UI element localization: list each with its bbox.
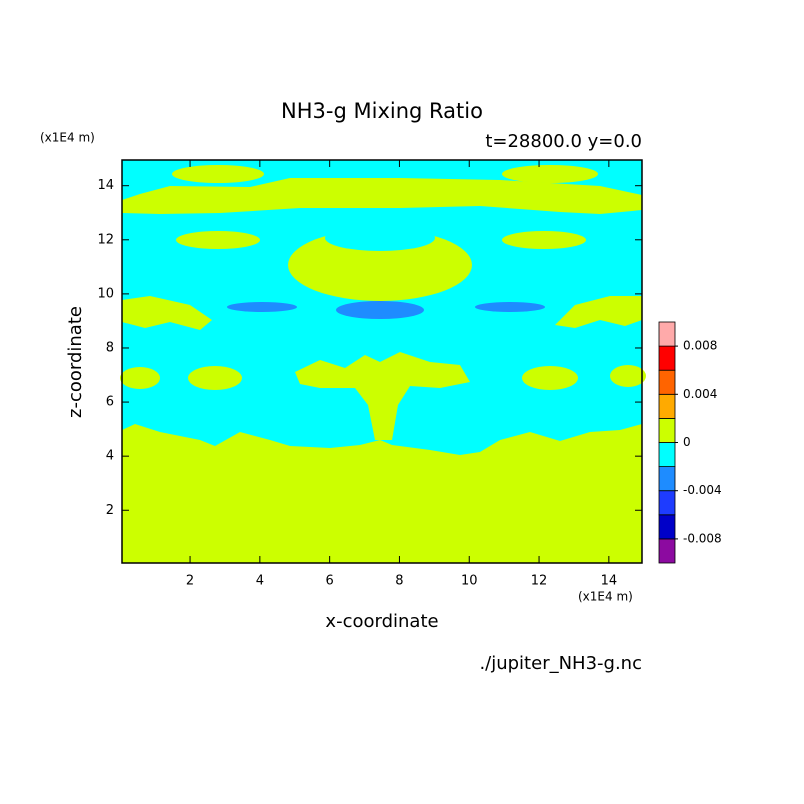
contour-region bbox=[120, 367, 160, 389]
contour-region bbox=[502, 165, 598, 183]
colorbar-box bbox=[658, 369, 676, 395]
colorbar-label: 0 bbox=[683, 435, 691, 449]
x-unit: (x1E4 m) bbox=[578, 590, 633, 604]
y-unit: (x1E4 m) bbox=[40, 131, 95, 145]
contour-region bbox=[122, 424, 642, 563]
contour-region bbox=[188, 366, 242, 390]
source-file: ./jupiter_NH3-g.nc bbox=[479, 653, 642, 674]
contour-region bbox=[610, 365, 646, 387]
chart-title: NH3-g Mixing Ratio bbox=[281, 99, 483, 123]
y-axis-label: z-coordinate bbox=[65, 306, 86, 418]
colorbar-box bbox=[658, 345, 676, 371]
colorbar-label: 0.008 bbox=[683, 339, 717, 353]
contour-region bbox=[227, 302, 297, 312]
y-tick-label: 10 bbox=[97, 286, 114, 301]
colorbar-box bbox=[658, 538, 676, 564]
colorbar-box bbox=[658, 466, 676, 492]
colorbar-box bbox=[658, 514, 676, 540]
x-tick-label: 12 bbox=[531, 574, 548, 589]
contour-region bbox=[475, 302, 545, 312]
x-tick-label: 8 bbox=[395, 574, 403, 589]
y-tick-label: 6 bbox=[106, 395, 114, 410]
contour-region bbox=[522, 366, 578, 390]
colorbar-box bbox=[658, 442, 676, 468]
contour-region bbox=[122, 178, 642, 214]
colorbar-box bbox=[658, 417, 676, 443]
contour-region bbox=[502, 231, 586, 249]
x-tick-label: 14 bbox=[601, 574, 618, 589]
contour-region bbox=[176, 231, 260, 249]
contour-region bbox=[555, 296, 642, 328]
contour-field bbox=[120, 160, 646, 563]
contour-region bbox=[295, 352, 470, 440]
x-tick-label: 10 bbox=[461, 574, 478, 589]
y-tick-label: 14 bbox=[97, 178, 114, 193]
plot-frame bbox=[121, 159, 643, 564]
contour-region bbox=[122, 296, 212, 330]
x-axis-label: x-coordinate bbox=[325, 611, 438, 632]
x-tick-label: 4 bbox=[256, 574, 264, 589]
contour-region bbox=[172, 165, 264, 183]
y-tick-label: 12 bbox=[97, 232, 114, 247]
contour-region bbox=[336, 301, 424, 319]
colorbar-label: -0.008 bbox=[683, 531, 722, 545]
colorbar-box bbox=[658, 321, 676, 347]
colorbar-box bbox=[658, 393, 676, 419]
y-tick-label: 4 bbox=[106, 449, 114, 464]
x-tick-label: 2 bbox=[186, 574, 194, 589]
colorbar-label: -0.004 bbox=[683, 483, 722, 497]
colorbar-box bbox=[658, 490, 676, 516]
y-tick-label: 8 bbox=[106, 340, 114, 355]
contour-region bbox=[325, 225, 435, 251]
chart-subtitle: t=28800.0 y=0.0 bbox=[485, 131, 642, 152]
colorbar-label: 0.004 bbox=[683, 387, 717, 401]
contour-region bbox=[288, 229, 472, 301]
x-tick-label: 6 bbox=[326, 574, 334, 589]
y-tick-label: 2 bbox=[106, 503, 114, 518]
